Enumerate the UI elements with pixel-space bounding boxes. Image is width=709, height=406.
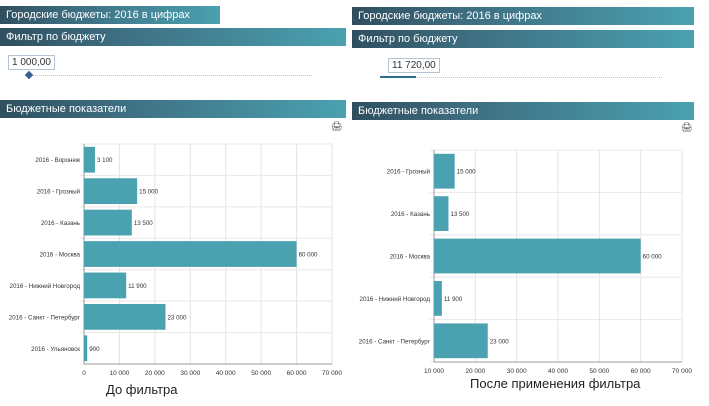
bar[interactable]	[434, 281, 442, 316]
x-tick-label: 10 000	[109, 370, 129, 377]
x-tick-label: 20 000	[465, 368, 485, 375]
bar[interactable]	[84, 146, 95, 173]
category-label: 2016 - Москва	[40, 252, 81, 259]
x-tick-label: 40 000	[548, 368, 568, 375]
bar[interactable]	[434, 196, 449, 231]
x-tick-label: 60 000	[631, 368, 651, 375]
bar[interactable]	[84, 178, 138, 205]
bar[interactable]	[434, 323, 488, 359]
data-label: 60 000	[643, 254, 662, 261]
slider-track[interactable]	[380, 77, 662, 78]
slider-fill	[380, 76, 416, 78]
right-panel: Городские бюджеты: 2016 в цифрах Фильтр …	[352, 0, 702, 406]
category-label: 2016 - Санкт - Петербург	[359, 338, 431, 345]
data-label: 15 000	[457, 169, 476, 176]
budget-chart-before: 0 10 000 20 000 30 000 40 000 50 000 60 000 70 …	[9, 143, 342, 377]
bar[interactable]	[84, 209, 132, 236]
x-tick-label: 50 000	[251, 370, 271, 377]
data-label: 900	[89, 346, 100, 353]
bar[interactable]	[84, 335, 88, 362]
bar[interactable]	[84, 241, 297, 267]
filter-header: Фильтр по бюджету	[0, 28, 346, 46]
footer-caption: После применения фильтра	[470, 376, 641, 391]
x-tick-label: 40 000	[216, 370, 236, 377]
chart-header: Бюджетные показатели	[352, 102, 694, 120]
category-label: 2016 - Нижний Новгород	[10, 283, 81, 290]
slider-value: 11 720,00	[388, 58, 440, 73]
bar[interactable]	[434, 238, 641, 274]
bar[interactable]	[84, 303, 166, 330]
category-label: 2016 - Воронеж	[35, 157, 81, 164]
printer-icon[interactable]: 🖨	[331, 121, 343, 131]
chart-header: Бюджетные показатели	[0, 100, 346, 118]
x-tick-label: 20 000	[145, 370, 165, 377]
bar[interactable]	[84, 272, 127, 299]
x-tick-label: 30 000	[180, 370, 200, 377]
slider-handle[interactable]	[24, 70, 34, 80]
category-label: 2016 - Грозный	[387, 169, 431, 176]
printer-icon[interactable]: 🖨	[681, 122, 693, 132]
x-tick-label: 50 000	[589, 368, 609, 375]
slider-track[interactable]	[29, 75, 312, 76]
data-label: 11 900	[444, 296, 463, 303]
data-label: 3 100	[97, 157, 113, 164]
category-label: 2016 - Ульяновск	[31, 346, 80, 353]
category-label: 2016 - Казань	[391, 211, 430, 218]
data-label: 60 000	[299, 252, 318, 259]
dashboard-title: Городские бюджеты: 2016 в цифрах	[0, 6, 220, 24]
bar[interactable]	[434, 153, 455, 189]
footer-caption: До фильтра	[106, 382, 178, 397]
data-label: 15 000	[139, 189, 158, 196]
category-label: 2016 - Казань	[41, 220, 80, 227]
category-label: 2016 - Грозный	[37, 189, 81, 196]
x-tick-label: 70 000	[672, 368, 692, 375]
x-tick-label: 60 000	[287, 370, 307, 377]
data-label: 23 000	[167, 314, 186, 321]
data-label: 23 000	[490, 338, 509, 345]
slider-value: 1 000,00	[8, 55, 55, 70]
category-label: 2016 - Нижний Новгород	[360, 296, 431, 303]
data-label: 13 500	[134, 220, 153, 227]
filter-header: Фильтр по бюджету	[352, 30, 694, 48]
x-tick-label: 70 000	[322, 370, 342, 377]
x-tick-label: 30 000	[507, 368, 527, 375]
data-label: 11 900	[128, 283, 147, 290]
left-panel: Городские бюджеты: 2016 в цифрах Фильтр …	[0, 0, 350, 406]
category-label: 2016 - Москва	[390, 254, 431, 261]
budget-chart-after: 10 000 20 000 30 000 40 000 50 000 60 000 70 0…	[359, 149, 692, 375]
x-tick-label: 0	[82, 370, 86, 377]
x-tick-label: 10 000	[424, 368, 444, 375]
data-label: 13 500	[450, 211, 469, 218]
category-label: 2016 - Санкт - Петербург	[9, 314, 81, 321]
dashboard-title: Городские бюджеты: 2016 в цифрах	[352, 7, 694, 25]
